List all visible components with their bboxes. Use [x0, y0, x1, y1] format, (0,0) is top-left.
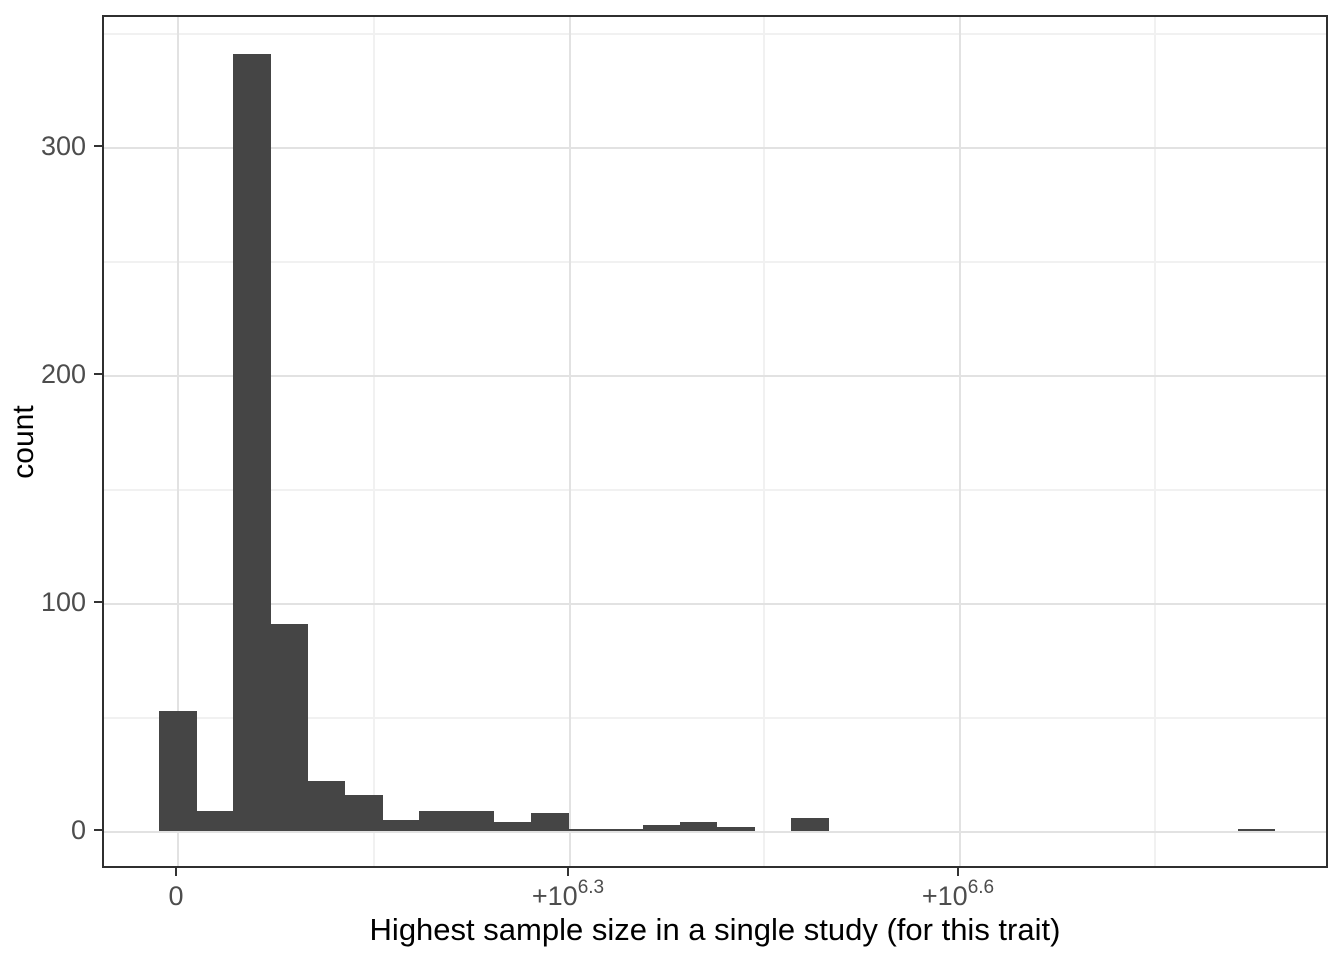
histogram-bar — [270, 624, 309, 832]
histogram-bar — [531, 813, 569, 832]
y-minor-gridline — [104, 488, 1326, 491]
histogram-bar — [382, 820, 420, 832]
y-tick-label: 0 — [70, 814, 86, 845]
x-tick-mark — [175, 868, 177, 876]
x-major-gridline — [959, 17, 961, 866]
x-tick-mark — [567, 868, 569, 876]
y-tick-label: 100 — [40, 586, 86, 617]
y-tick-mark — [94, 600, 102, 603]
x-tick-label: +106.6 — [921, 877, 995, 911]
histogram-bar — [345, 795, 383, 832]
histogram-bar — [605, 829, 644, 832]
y-tick-mark — [94, 144, 102, 147]
x-major-gridline — [569, 17, 571, 866]
histogram-bar — [1237, 829, 1276, 832]
histogram-bar — [159, 710, 197, 832]
histogram-bar — [493, 822, 532, 832]
histogram-bar — [679, 822, 718, 832]
histogram-bar — [196, 810, 234, 832]
x-axis-title: Highest sample size in a single study (f… — [369, 912, 1061, 947]
y-minor-gridline — [104, 32, 1326, 35]
y-tick-label: 200 — [40, 358, 86, 389]
y-tick-label: 300 — [40, 130, 86, 161]
histogram-bar — [307, 781, 346, 832]
x-minor-gridline — [373, 17, 375, 866]
histogram-bar — [456, 810, 495, 832]
histogram-bar — [419, 810, 458, 832]
histogram-bar — [233, 54, 272, 832]
y-tick-mark — [94, 372, 102, 375]
y-major-gridline — [104, 830, 1326, 833]
x-major-gridline — [177, 17, 179, 866]
y-major-gridline — [104, 146, 1326, 149]
x-tick-mark — [957, 868, 959, 876]
histogram-bar — [791, 817, 830, 832]
y-minor-gridline — [104, 260, 1326, 263]
histogram-bar — [717, 826, 755, 832]
y-tick-mark — [94, 828, 102, 831]
plot-panel — [102, 15, 1328, 868]
y-minor-gridline — [104, 716, 1326, 719]
histogram-bar — [642, 824, 681, 832]
x-tick-label: +106.3 — [531, 877, 605, 911]
x-tick-label: 0 — [168, 881, 184, 911]
x-minor-gridline — [763, 17, 765, 866]
y-major-gridline — [104, 602, 1326, 605]
y-major-gridline — [104, 374, 1326, 377]
x-minor-gridline — [1154, 17, 1156, 866]
histogram-bar — [568, 829, 606, 832]
